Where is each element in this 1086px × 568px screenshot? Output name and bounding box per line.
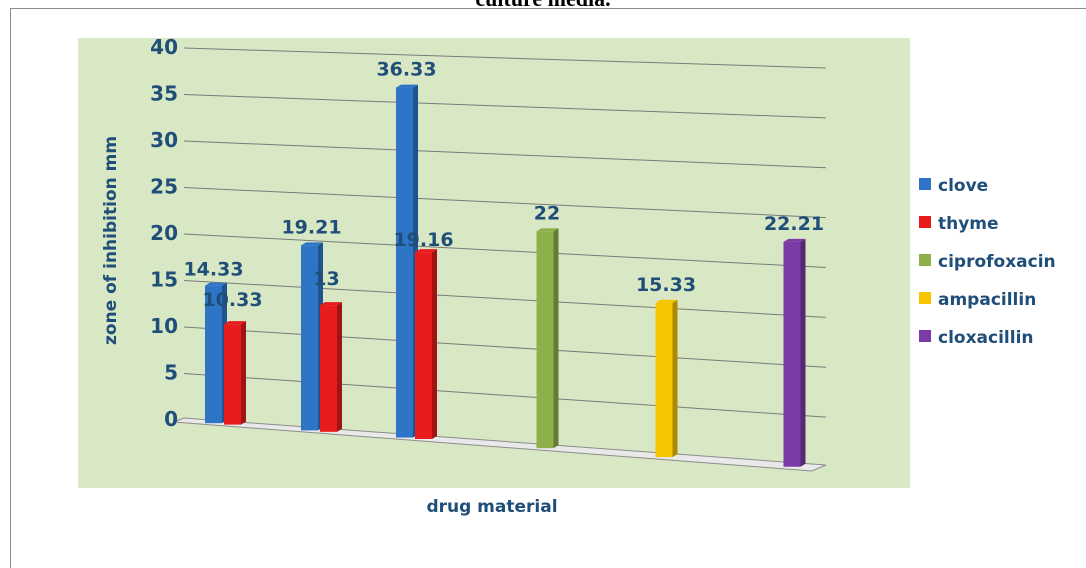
bar-thyme [224, 321, 246, 425]
y-tick-label: 25 [150, 175, 178, 199]
gridline [183, 47, 827, 69]
legend-label: ampacillin [938, 290, 1036, 310]
data-label: 22.21 [764, 213, 824, 235]
bar-front [415, 252, 432, 439]
data-label: 19.21 [281, 216, 341, 238]
gridline [183, 140, 827, 169]
data-label: 13 [313, 268, 339, 290]
bar-front [224, 324, 241, 425]
gridline [183, 280, 827, 318]
legend-label: cloxacillin [938, 328, 1034, 348]
bar-top [655, 299, 678, 303]
legend-item-ampacillin: ampacillin [919, 290, 1036, 310]
data-label: 22 [534, 202, 560, 224]
legend: clove thyme ciprofoxacin ampacillin cloxacil… [919, 176, 1056, 348]
bar-front [301, 245, 318, 431]
data-label: 15.33 [636, 274, 696, 296]
bar-top [224, 321, 246, 325]
gridline [183, 233, 827, 268]
bar-thyme [320, 302, 342, 432]
y-tick-label: 10 [150, 314, 178, 338]
bar-cloxacillin [783, 238, 806, 467]
legend-swatch [919, 330, 931, 342]
bar-thyme [415, 249, 437, 439]
bar-top [783, 238, 806, 242]
legend-label: clove [938, 176, 988, 196]
legend-label: thyme [938, 214, 999, 234]
bars-layer [205, 84, 806, 467]
gridline [183, 326, 827, 368]
legend-swatch [919, 178, 931, 190]
y-axis-ticks: 0 5 10 15 20 25 30 35 40 [150, 35, 178, 431]
legend-label: ciprofoxacin [938, 252, 1056, 272]
y-tick-label: 0 [164, 407, 178, 431]
bar-side [800, 238, 806, 467]
gridline [183, 187, 827, 219]
bar-side [241, 321, 246, 425]
bar-side [337, 302, 342, 432]
bar-front [536, 231, 554, 449]
bar-clove [396, 84, 418, 438]
legend-item-clove: clove [919, 176, 988, 196]
bar-ciprofoxacin [536, 228, 559, 449]
legend-item-ciprofoxacin: ciprofoxacin [919, 252, 1056, 272]
bar-front [396, 87, 413, 438]
y-tick-label: 5 [164, 361, 178, 385]
gridlines [183, 47, 827, 418]
bar-top [415, 249, 437, 253]
legend-swatch [919, 216, 931, 228]
bar-top [396, 84, 418, 88]
bar-top [301, 242, 323, 246]
y-tick-label: 40 [150, 35, 178, 59]
bar-side [672, 299, 678, 458]
bar-front [783, 241, 801, 467]
data-label: 19.16 [393, 229, 453, 251]
y-tick-label: 35 [150, 82, 178, 106]
y-axis-title: zone of inhibition mm [101, 136, 121, 345]
legend-swatch [919, 292, 931, 304]
legend-item-cloxacillin: cloxacillin [919, 328, 1034, 348]
x-axis-title: drug material [426, 497, 557, 517]
bar-side [432, 249, 437, 439]
bar-top [205, 282, 227, 286]
y-tick-label: 30 [150, 128, 178, 152]
chart-frame [10, 8, 1086, 568]
figure-caption: culture media. [0, 0, 1086, 12]
bar-front [655, 302, 673, 458]
data-labels-layer: 14.33 10.33 19.21 13 36.33 19.16 22 15.33 22.21 [183, 59, 824, 312]
y-tick-label: 15 [150, 268, 178, 292]
legend-item-thyme: thyme [919, 214, 999, 234]
bar-top [320, 302, 342, 306]
bar-front [205, 285, 222, 424]
data-label: 36.33 [376, 59, 436, 81]
gridline [183, 94, 827, 119]
data-label: 14.33 [183, 259, 243, 281]
bar-side [553, 228, 559, 449]
bar-top [536, 228, 559, 232]
bar-front [320, 305, 337, 432]
bar-ampacillin [655, 299, 678, 458]
gridline [183, 373, 827, 418]
y-tick-label: 20 [150, 221, 178, 245]
legend-swatch [919, 254, 931, 266]
data-label: 10.33 [202, 289, 262, 311]
